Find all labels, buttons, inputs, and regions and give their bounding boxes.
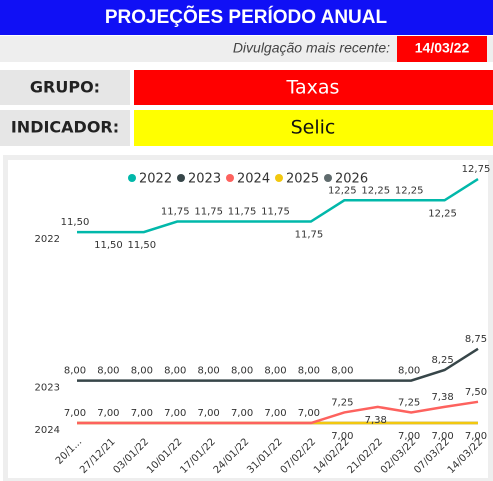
release-label: Divulgação mais recente: <box>233 40 390 56</box>
data-label: 8,25 <box>431 355 453 366</box>
legend-label: 2025 <box>286 172 319 187</box>
data-label: 7,25 <box>398 397 420 408</box>
data-label: 7,38 <box>431 392 453 403</box>
data-label: 8,00 <box>198 366 220 377</box>
grupo-value-box <box>134 70 493 105</box>
data-label: 11,75 <box>194 207 223 218</box>
indicador-label-box <box>0 110 130 146</box>
data-label: 7,00 <box>331 431 353 442</box>
series-end-label: 2022 <box>35 234 60 245</box>
legend-label: 2026 <box>335 172 368 187</box>
data-label: 7,00 <box>298 408 320 419</box>
legend-marker <box>128 174 136 182</box>
data-label: 11,75 <box>295 230 324 241</box>
grupo-label: GRUPO: <box>30 78 100 97</box>
data-label: 7,38 <box>365 415 387 426</box>
data-label: 7,00 <box>465 431 487 442</box>
legend-marker <box>275 174 283 182</box>
data-label: 11,50 <box>94 240 123 251</box>
indicador-label: INDICADOR: <box>11 118 119 137</box>
series-line <box>77 178 479 234</box>
data-label: 8,00 <box>64 366 86 377</box>
data-label: 11,50 <box>128 240 157 251</box>
data-label: 8,00 <box>298 366 320 377</box>
legend-label: 2023 <box>188 172 221 187</box>
data-label: 12,25 <box>395 185 424 196</box>
legend-marker <box>226 174 234 182</box>
data-label: 12,25 <box>428 208 457 219</box>
indicador-value-box <box>134 110 493 146</box>
data-label: 11,75 <box>261 207 290 218</box>
data-label: 8,75 <box>465 334 487 345</box>
data-label: 8,00 <box>164 366 186 377</box>
data-label: 7,00 <box>164 408 186 419</box>
data-label: 7,00 <box>64 408 86 419</box>
data-label: 7,00 <box>431 431 453 442</box>
chart-area <box>8 160 488 478</box>
series-line <box>77 347 479 382</box>
series-line <box>77 400 479 425</box>
data-label: 8,00 <box>398 366 420 377</box>
data-label: 12,25 <box>328 185 357 196</box>
legend-label: 2024 <box>237 172 270 187</box>
data-label: 7,00 <box>231 408 253 419</box>
data-label: 8,00 <box>131 366 153 377</box>
data-label: 11,75 <box>161 207 190 218</box>
data-label: 11,75 <box>228 207 257 218</box>
data-label: 12,25 <box>361 185 390 196</box>
data-label: 8,00 <box>331 366 353 377</box>
indicador-value: Selic <box>291 117 336 139</box>
release-date: 14/03/22 <box>415 40 470 56</box>
data-label: 8,00 <box>97 366 119 377</box>
data-label: 12,75 <box>462 164 491 175</box>
data-label: 7,00 <box>131 408 153 419</box>
grupo-label-box <box>0 70 130 105</box>
release-date-box <box>397 36 487 62</box>
data-label: 7,00 <box>264 408 286 419</box>
data-label: 11,50 <box>61 217 90 228</box>
data-label: 7,00 <box>398 431 420 442</box>
grupo-value: Taxas <box>286 77 340 99</box>
data-label: 7,25 <box>331 397 353 408</box>
data-label: 7,50 <box>465 387 487 398</box>
legend-marker <box>324 174 332 182</box>
data-label: 8,00 <box>264 366 286 377</box>
data-label: 7,00 <box>198 408 220 419</box>
data-label: 8,00 <box>231 366 253 377</box>
legend-label: 2022 <box>139 172 172 187</box>
header-title: PROJEÇÕES PERÍODO ANUAL <box>105 6 388 28</box>
series-end-label: 2024 <box>35 425 60 436</box>
header-bar <box>0 0 493 35</box>
data-label: 7,00 <box>97 408 119 419</box>
series-end-label: 2023 <box>35 383 60 394</box>
legend-marker <box>177 174 185 182</box>
